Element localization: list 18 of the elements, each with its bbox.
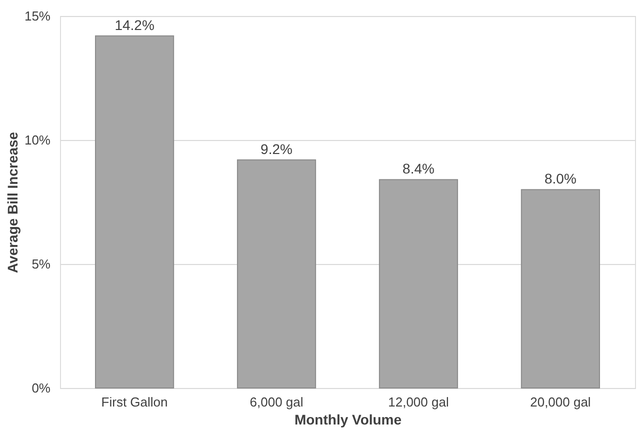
data-label: 8.0% bbox=[544, 170, 576, 187]
y-tick-label: 15% bbox=[24, 8, 51, 24]
bar bbox=[378, 179, 458, 388]
x-axis-title: Monthly Volume bbox=[294, 412, 402, 428]
data-label: 14.2% bbox=[114, 16, 154, 33]
y-tick-label: 5% bbox=[32, 256, 51, 272]
y-axis-title: Average Bill Increase bbox=[4, 132, 20, 274]
x-tick-label: First Gallon bbox=[101, 394, 168, 410]
x-tick-label: 20,000 gal bbox=[530, 394, 591, 410]
bar bbox=[520, 189, 600, 388]
x-tick-label: 6,000 gal bbox=[250, 394, 304, 410]
bar bbox=[236, 159, 316, 388]
bar bbox=[94, 35, 174, 388]
data-label: 8.4% bbox=[402, 160, 434, 177]
data-label: 9.2% bbox=[260, 140, 292, 157]
y-tick-label: 0% bbox=[32, 380, 51, 396]
y-tick-label: 10% bbox=[24, 132, 51, 148]
x-tick-label: 12,000 gal bbox=[388, 394, 449, 410]
